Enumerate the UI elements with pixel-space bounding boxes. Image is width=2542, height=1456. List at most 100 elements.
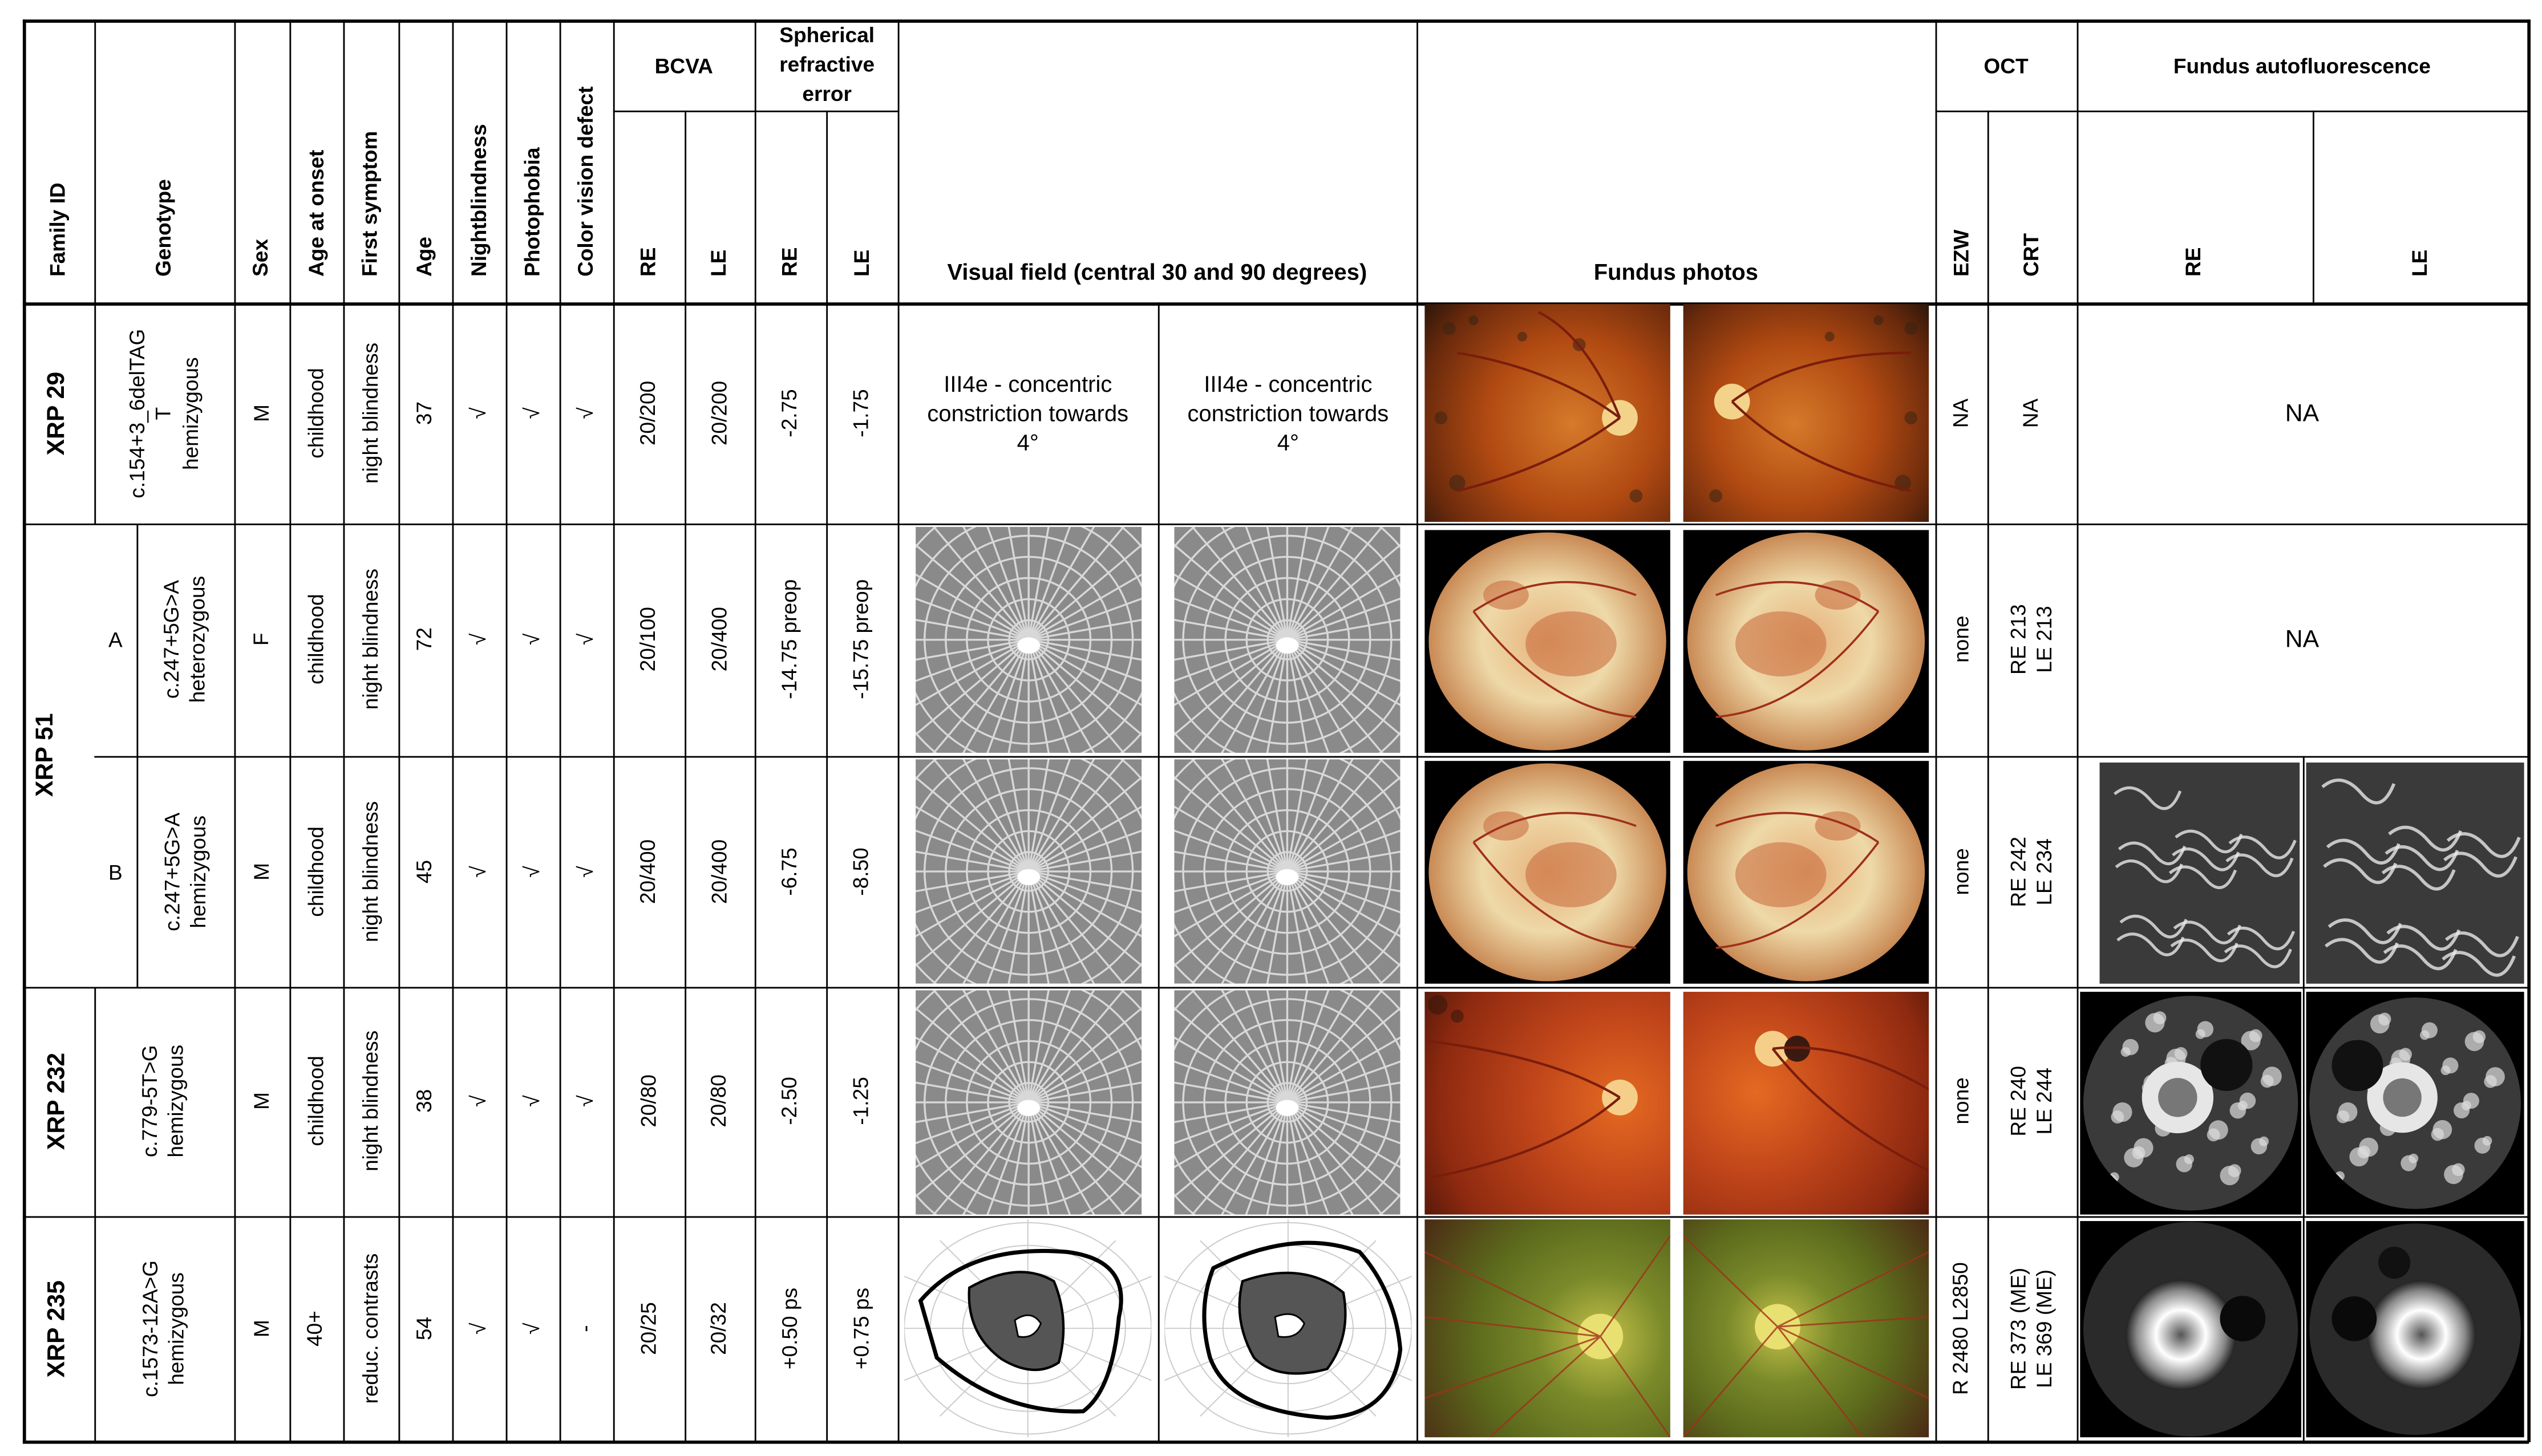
fundus-photo-re (1424, 761, 1670, 984)
header-sph-le: LE (848, 249, 873, 277)
bcva-re-cell: 20/200 (636, 380, 661, 445)
sph-re-cell: -14.75 preop (777, 579, 802, 700)
fundus-pale-image (1428, 763, 1666, 982)
nightblindness-cell: √ (466, 1323, 491, 1335)
visual-field-le-plot (1174, 526, 1400, 753)
color-vision-cell: √ (573, 1096, 598, 1108)
fundus-photo-le (1683, 530, 1929, 753)
family-id-xrp235: XRP 235 (43, 1279, 71, 1377)
genotype-xrp235: c.1573-12A>G hemizygous (137, 1260, 189, 1397)
bcva-re-cell: 20/100 (636, 607, 661, 672)
ezw-cell: NA (1948, 398, 1973, 428)
sph-le-cell: -1.75 (848, 388, 873, 437)
bcva-re-cell: 20/400 (636, 839, 661, 904)
crt-cell: RE 213 LE 213 (2005, 605, 2057, 675)
age-cell: 37 (412, 401, 437, 425)
faf-image-re (2099, 763, 2300, 984)
onset-cell: childhood (303, 826, 328, 917)
fundus-pale-image (1428, 532, 1666, 751)
visual-field-re-text: III4e - concentric constriction towards … (927, 370, 1129, 456)
sph-le-cell: -15.75 preop (848, 579, 873, 700)
faf-na-cell: NA (2285, 399, 2320, 427)
genotype-xrp51a: c.247+5G>A heterozygous (159, 576, 210, 704)
visual-field-grid-image (1174, 526, 1400, 753)
visual-field-re-plot (916, 526, 1142, 753)
sph-le-cell: +0.75 ps (848, 1287, 873, 1369)
visual-field-le-plot (1174, 990, 1400, 1215)
family-id-xrp232: XRP 232 (43, 1053, 71, 1150)
sph-re-cell: -2.75 (777, 388, 802, 437)
fundus-photo-le-image (1709, 315, 1918, 502)
header-ezw: EZW (1948, 229, 1973, 277)
faf-pattern-image (2321, 778, 2521, 977)
faf-round-image (2083, 996, 2298, 1211)
fundus-photo-le-image (1755, 1031, 1929, 1172)
sph-re-cell: -6.75 (777, 847, 802, 896)
family-id-xrp51: XRP 51 (31, 713, 60, 797)
fundus-photo-re (1424, 1219, 1670, 1438)
faf-image-re (2080, 992, 2302, 1215)
header-photophobia: Photophobia (519, 147, 544, 277)
nightblindness-cell: √ (466, 634, 491, 646)
fundus-photo-le (1683, 1219, 1929, 1438)
visual-field-grid-image (916, 526, 1142, 753)
bcva-le-cell: 20/400 (706, 839, 731, 904)
header-visual-field: Visual field (central 30 and 90 degrees) (947, 258, 1367, 285)
visual-field-grid-image (916, 990, 1142, 1215)
goldmann-field-le (1164, 1219, 1412, 1438)
ezw-cell: none (1948, 616, 1973, 664)
header-bcva-re: RE (636, 246, 661, 277)
crt-cell: RE 373 (ME) LE 369 (ME) (2005, 1267, 2057, 1390)
faf-image-le (2306, 992, 2524, 1215)
sex-cell: M (248, 1093, 273, 1110)
bcva-le-cell: 20/400 (706, 607, 731, 672)
sub-id-b: B (108, 859, 123, 884)
color-vision-cell: √ (573, 634, 598, 646)
visual-field-le-plot (1174, 759, 1400, 984)
header-color-vision-defect: Color vision defect (573, 86, 598, 277)
onset-cell: childhood (303, 367, 328, 459)
age-cell: 72 (412, 628, 437, 652)
sph-le-cell: -1.25 (848, 1077, 873, 1126)
header-spherical-refractive-error: Spherical refractive error (779, 22, 875, 106)
faf-macula-image (2309, 1223, 2521, 1435)
faf-na-cell: NA (2285, 626, 2320, 654)
photophobia-cell: √ (519, 634, 544, 646)
header-crt: CRT (2019, 233, 2043, 277)
sex-cell: M (248, 404, 273, 422)
symptom-cell: night blindness (357, 569, 382, 711)
sex-cell: M (248, 862, 273, 881)
color-vision-cell: √ (573, 407, 598, 419)
fundus-photo-re (1424, 530, 1670, 753)
fundus-photo-le (1683, 304, 1929, 522)
header-genotype: Genotype (151, 179, 176, 277)
onset-cell: childhood (303, 1056, 328, 1147)
family-id-xrp29: XRP 29 (43, 371, 71, 455)
ezw-cell: none (1948, 847, 1973, 895)
symptom-cell: reduc. contrasts (357, 1253, 382, 1404)
fundus-photo-le-image (1683, 1235, 1929, 1438)
symptom-cell: night blindness (357, 1031, 382, 1173)
fundus-photo-re-image (1424, 1235, 1670, 1438)
header-age-at-onset: Age at onset (303, 149, 328, 277)
bcva-re-cell: 20/80 (636, 1075, 661, 1128)
bcva-le-cell: 20/80 (706, 1075, 731, 1128)
nightblindness-cell: √ (466, 407, 491, 419)
onset-cell: 40+ (303, 1310, 328, 1347)
goldmann-field-re-image (904, 1219, 1152, 1438)
header-faf-re: RE (2181, 246, 2206, 277)
header-bcva-le: LE (706, 249, 731, 277)
symptom-cell: night blindness (357, 342, 382, 484)
header-oct: OCT (1984, 52, 2029, 78)
genotype-xrp51b: c.247+5G>A hemizygous (159, 812, 210, 931)
sex-cell: F (248, 633, 273, 647)
fundus-photo-re-image (1424, 995, 1638, 1181)
nightblindness-cell: √ (466, 1096, 491, 1108)
symptom-cell: night blindness (357, 801, 382, 942)
header-fundus-autofluorescence: Fundus autofluorescence (2173, 52, 2431, 78)
visual-field-grid-image (1174, 990, 1400, 1215)
ezw-cell: none (1948, 1078, 1973, 1125)
color-vision-cell: - (573, 1324, 598, 1332)
crt-cell: RE 240 LE 244 (2005, 1066, 2057, 1137)
